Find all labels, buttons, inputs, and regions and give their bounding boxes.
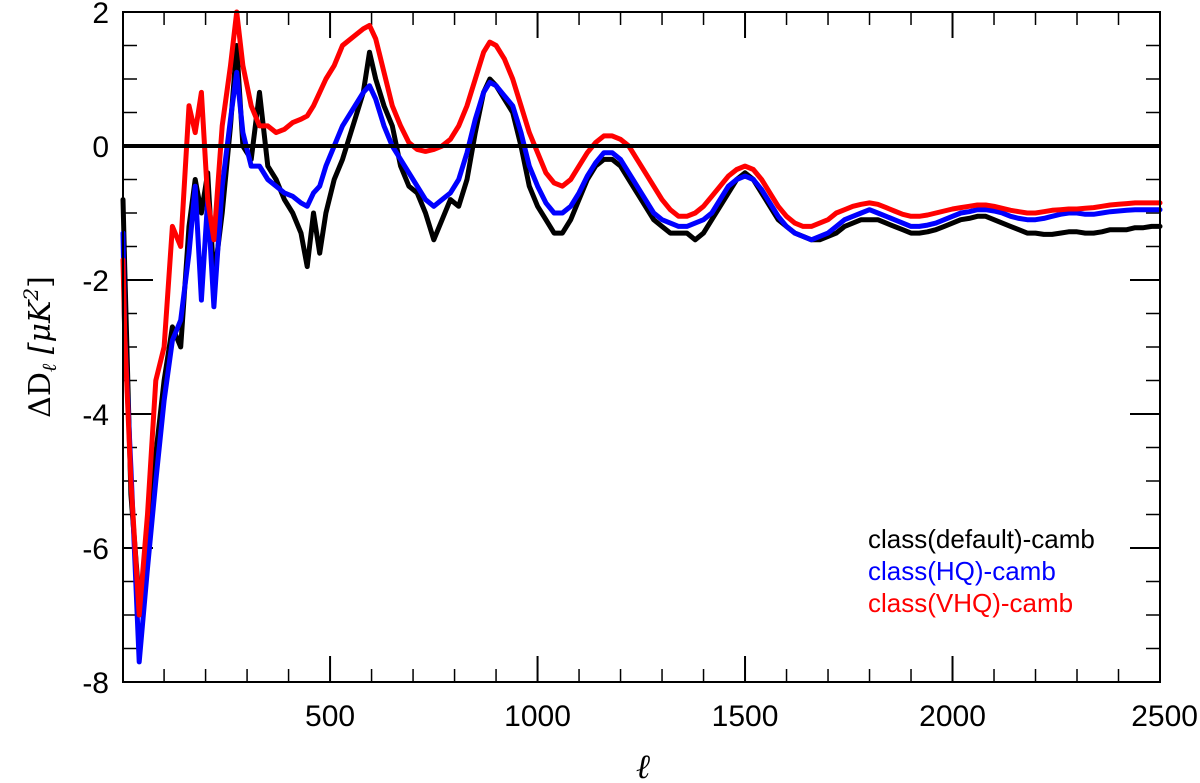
series-line-2	[120, 69, 1163, 665]
x-tick-label: 2500	[1131, 700, 1198, 733]
x-tick-label: 1000	[504, 700, 571, 733]
y-axis-title: ΔDℓ [μK2]	[19, 276, 61, 418]
x-tick-labels: 500 1000 1500 2000 2500	[305, 700, 1198, 733]
y-axis-title-delta: ΔD	[23, 372, 58, 418]
y-tick-label: 2	[92, 0, 109, 30]
legend-entry-3: class(VHQ)-camb	[868, 588, 1073, 618]
y-tick-labels: -8 -6 -4 -2 0 2	[82, 0, 109, 700]
x-tick-label: 500	[305, 700, 355, 733]
y-axis-title-sub: ℓ	[37, 363, 61, 372]
y-axis-title-sup: 2	[19, 288, 43, 302]
legend-entry-2: class(HQ)-camb	[868, 556, 1056, 586]
series-line-3	[120, 9, 1163, 618]
y-axis-title-mid: [μK	[23, 299, 58, 364]
y-tick-label: -8	[82, 667, 109, 700]
y-tick-label: 0	[92, 131, 109, 164]
x-tick-label: 1500	[712, 700, 779, 733]
y-tick-label: -6	[82, 533, 109, 566]
x-tick-label: 2000	[919, 700, 986, 733]
legend-entry-1: class(default)-camb	[868, 524, 1095, 554]
plot-frame	[122, 11, 1161, 683]
legend: class(default)-cambclass(HQ)-cambclass(V…	[868, 524, 1095, 618]
y-tick-label: -4	[82, 399, 109, 432]
series-lines	[120, 9, 1163, 665]
y-axis-title-end: ]	[23, 276, 58, 288]
x-axis-title: ℓ	[636, 747, 650, 783]
minor-ticks	[123, 12, 1160, 682]
y-tick-label: -2	[82, 265, 109, 298]
